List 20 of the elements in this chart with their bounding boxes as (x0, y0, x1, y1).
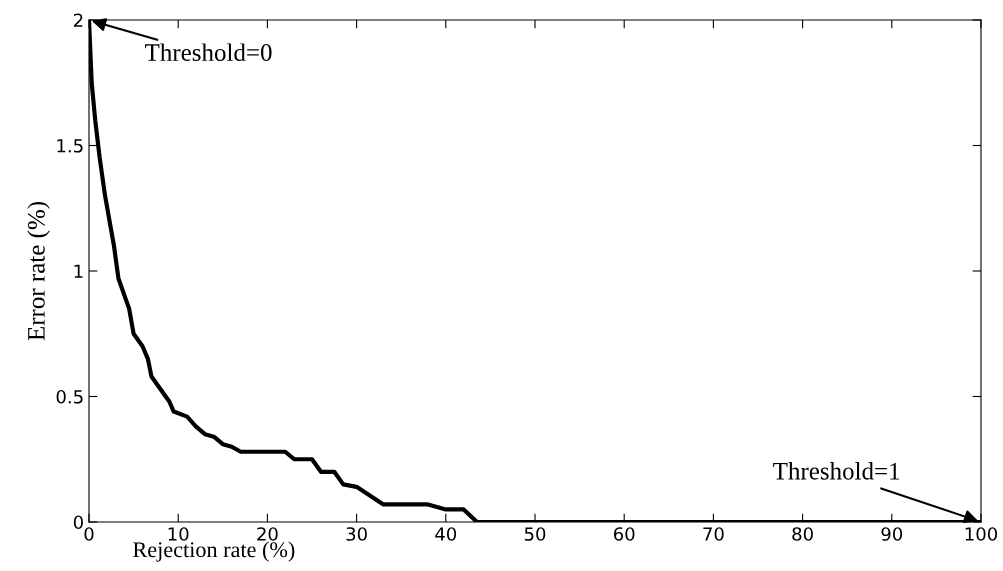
y-tick-label: 0.5 (56, 389, 83, 404)
x-tick-label: 30 (346, 527, 367, 541)
annotation: Threshold=0 (145, 43, 272, 61)
x-tick-label: 100 (965, 527, 998, 541)
x-tick-label: 10 (168, 527, 189, 541)
x-tick-label: 0 (84, 527, 94, 541)
annotation: Threshold=1 (773, 462, 900, 480)
x-tick-label: 20 (257, 527, 278, 541)
y-tick-label: 1.5 (57, 139, 83, 153)
x-tick-label: 80 (792, 527, 813, 541)
x-tick-label: 90 (881, 527, 903, 541)
x-tick-label: 60 (613, 527, 635, 541)
y-tick-label: 0 (73, 515, 83, 530)
x-tick-label: 50 (524, 527, 546, 541)
y-tick-label: 2 (73, 13, 83, 27)
x-axis-title: Rejection rate (%) (133, 541, 295, 562)
x-tick-label: 40 (435, 527, 457, 541)
y-tick-label: 1 (74, 264, 83, 278)
x-tick-label: 70 (703, 527, 724, 541)
y-axis-title: Error rate (%) (27, 202, 50, 341)
